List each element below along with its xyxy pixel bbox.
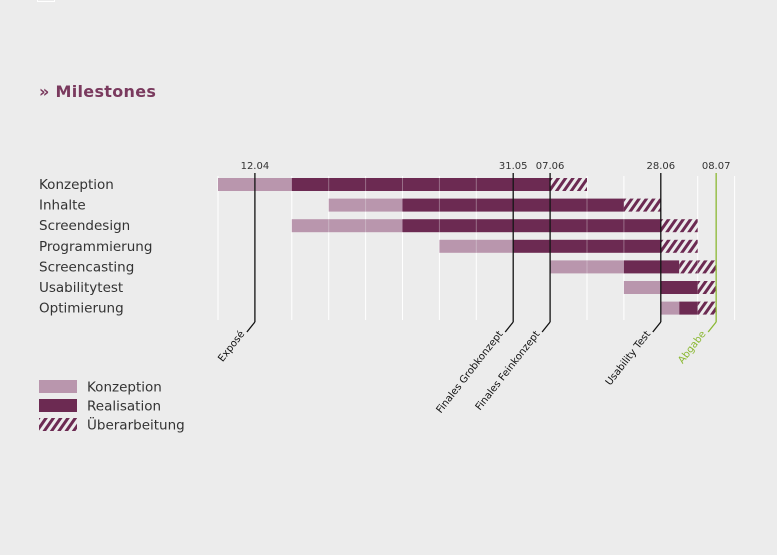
task-label-inhalte: Inhalte xyxy=(39,198,86,214)
milestone-date-expose: 12.04 xyxy=(241,161,270,172)
milestone-date-abgabe: 08.07 xyxy=(702,161,731,172)
milestone-date-finales-grobkonzept: 31.05 xyxy=(499,161,528,172)
bar-optimierung-konzeption xyxy=(660,301,680,315)
task-label-usabilitytest: Usabilitytest xyxy=(39,280,123,296)
bar-screencasting-konzeption xyxy=(550,260,624,274)
legend-label-realisation: Realisation xyxy=(87,399,161,415)
legend-label-konzeption: Konzeption xyxy=(87,380,162,396)
legend-swatch-uberarbeitung xyxy=(39,418,77,431)
bar-usabilitytest-konzeption xyxy=(623,281,661,294)
milestone-date-usability-test: 28.06 xyxy=(646,161,675,172)
bar-konzeption-realisation xyxy=(291,178,551,191)
bar-programmierung-uberarbeitung xyxy=(660,239,698,253)
bar-konzeption-uberarbeitung xyxy=(550,178,587,191)
bar-optimierung-uberarbeitung xyxy=(697,301,717,315)
bar-screencasting-uberarbeitung xyxy=(679,260,717,274)
bar-screendesign-uberarbeitung xyxy=(660,219,698,233)
milestone-label-abgabe: Abgabe xyxy=(676,329,708,366)
task-label-konzeption: Konzeption xyxy=(39,177,114,193)
milestone-label-usability-test: Usability Test xyxy=(604,329,653,388)
bar-screendesign-realisation xyxy=(402,219,661,233)
bar-screendesign-konzeption xyxy=(291,219,403,233)
task-bars xyxy=(218,178,717,315)
corner-frame xyxy=(37,0,55,2)
task-label-screendesign: Screendesign xyxy=(39,218,130,234)
legend-swatch-konzeption xyxy=(39,380,77,393)
milestone-label-finales-feinkonzept: Finales Feinkonzept xyxy=(474,329,543,413)
milestone-leader-abgabe xyxy=(707,321,717,333)
task-labels: Konzeption Inhalte Screendesign Programmier… xyxy=(39,177,152,317)
legend-label-uberarbeitung: Überarbeitung xyxy=(87,416,185,434)
milestone-leader-finales-grobkonzept xyxy=(504,321,514,333)
bar-optimierung-realisation xyxy=(679,301,698,315)
bar-usabilitytest-uberarbeitung xyxy=(697,281,717,294)
bar-screencasting-realisation xyxy=(623,260,680,274)
milestone-leader-usability-test xyxy=(652,321,662,333)
milestone-label-finales-grobkonzept: Finales Grobkonzept xyxy=(435,329,506,416)
bar-usabilitytest-realisation xyxy=(660,281,698,294)
task-label-screencasting: Screencasting xyxy=(39,259,134,275)
milestone-leader-expose xyxy=(246,321,256,333)
task-label-optimierung: Optimierung xyxy=(39,301,124,317)
bar-inhalte-konzeption xyxy=(328,198,403,212)
milestone-leader-finales-feinkonzept xyxy=(541,321,551,333)
milestone-label-expose: Exposé xyxy=(216,328,248,364)
legend-swatch-realisation xyxy=(39,399,77,412)
milestone-date-finales-feinkonzept: 07.06 xyxy=(536,161,565,172)
bar-programmierung-konzeption xyxy=(439,239,514,253)
bar-inhalte-uberarbeitung xyxy=(623,198,661,212)
task-label-programmierung: Programmierung xyxy=(39,239,152,255)
page-title: » Milestones xyxy=(39,82,157,101)
